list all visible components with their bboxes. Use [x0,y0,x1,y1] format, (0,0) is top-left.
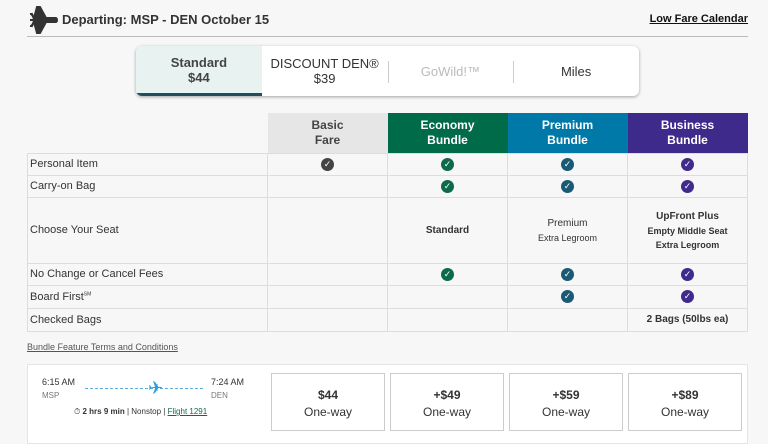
page-title: Departing: MSP - DEN October 15 [62,12,270,27]
price-economy[interactable]: +$49 One-way [390,373,504,431]
low-fare-calendar-link[interactable]: Low Fare Calendar [649,13,748,25]
price-premium[interactable]: +$59 One-way [509,373,623,431]
column-business-bundle: Business Bundle [627,113,748,153]
tab-label: GoWild!™ [420,63,480,79]
airplane-icon [30,6,58,34]
price-business[interactable]: +$89 One-way [628,373,742,431]
tab-discount-den[interactable]: DISCOUNT DEN® $39 [262,46,388,96]
tab-label: Miles [560,63,592,79]
bundle-comparison-table: Basic Fare Economy Bundle Premium Bundle Bu… [27,113,748,332]
table-row: Personal Item ✓ ✓ ✓ ✓ [27,152,748,176]
seat-premium-sub: Extra Legroom [537,232,598,243]
fare-type-tabs: Standard $44 DISCOUNT DEN® $39 GoWild!™ Mi… [136,46,639,96]
column-premium-bundle: Premium Bundle [507,113,628,153]
column-economy-bundle: Economy Bundle [387,113,508,153]
tab-gowild[interactable]: GoWild!™ [387,46,514,96]
check-icon: ✓ [681,179,694,193]
row-label: Choose Your Seat [27,196,268,264]
tab-price: $39 [313,71,336,86]
row-label: Checked Bags [27,307,268,332]
check-icon: ✓ [561,179,574,193]
table-row: Choose Your Seat Standard Premium Extra L… [27,196,748,264]
tab-miles[interactable]: Miles [513,46,639,96]
seat-business: UpFront Plus [656,210,719,222]
row-label: Board FirstSM [27,284,268,309]
flight-number-link[interactable]: Flight 1291 [167,407,208,416]
table-row: Checked Bags 2 Bags (50lbs ea) [27,307,748,332]
seat-premium: Premium [547,217,588,229]
flight-card: 6:15 AM MSP 7:24 AM DEN ✈ ⏱ 2 hrs 9 min … [27,364,748,444]
seat-business-sub: Empty Middle Seat [647,225,728,236]
airplane-icon: ✈ [148,378,164,398]
row-label: No Change or Cancel Fees [27,262,268,286]
check-icon: ✓ [681,267,694,281]
column-basic-fare: Basic Fare [267,113,388,153]
seat-business-sub: Extra Legroom [655,239,720,250]
table-row: No Change or Cancel Fees ✓ ✓ ✓ [27,262,748,286]
tab-price: $44 [188,69,210,85]
row-label: Carry-on Bag [27,174,268,198]
check-icon: ✓ [441,157,454,171]
check-icon: ✓ [561,157,574,171]
stopwatch-icon: ⏱ [74,407,81,416]
check-icon: ✓ [681,157,694,171]
depart-time: 6:15 AM [42,377,76,387]
table-header-row: Basic Fare Economy Bundle Premium Bundle Bu… [28,113,748,153]
tab-label: Standard [170,54,228,70]
check-icon: ✓ [561,290,574,303]
tab-standard[interactable]: Standard $44 [136,46,262,96]
check-icon: ✓ [441,267,454,281]
row-label: Personal Item [27,152,268,176]
arrive-time: 7:24 AM [211,377,245,387]
depart-code: MSP [42,391,60,400]
price-basic[interactable]: $44 One-way [271,373,385,431]
divider [27,36,748,37]
seat-standard: Standard [387,196,508,264]
check-icon: ✓ [441,179,454,193]
check-icon: ✓ [681,290,694,303]
check-icon: ✓ [321,157,334,171]
checked-bags-business: 2 Bags (50lbs ea) [627,307,748,332]
flight-details: ⏱ 2 hrs 9 min | Nonstop | Flight 1291 [74,407,208,416]
tab-label: DISCOUNT DEN® [270,56,379,71]
table-row: Board FirstSM ✓ ✓ [27,284,748,309]
bundle-terms-link[interactable]: Bundle Feature Terms and Conditions [27,342,178,352]
table-row: Carry-on Bag ✓ ✓ ✓ [27,174,748,198]
route-line [85,388,203,389]
arrive-code: DEN [211,391,228,400]
check-icon: ✓ [561,267,574,281]
